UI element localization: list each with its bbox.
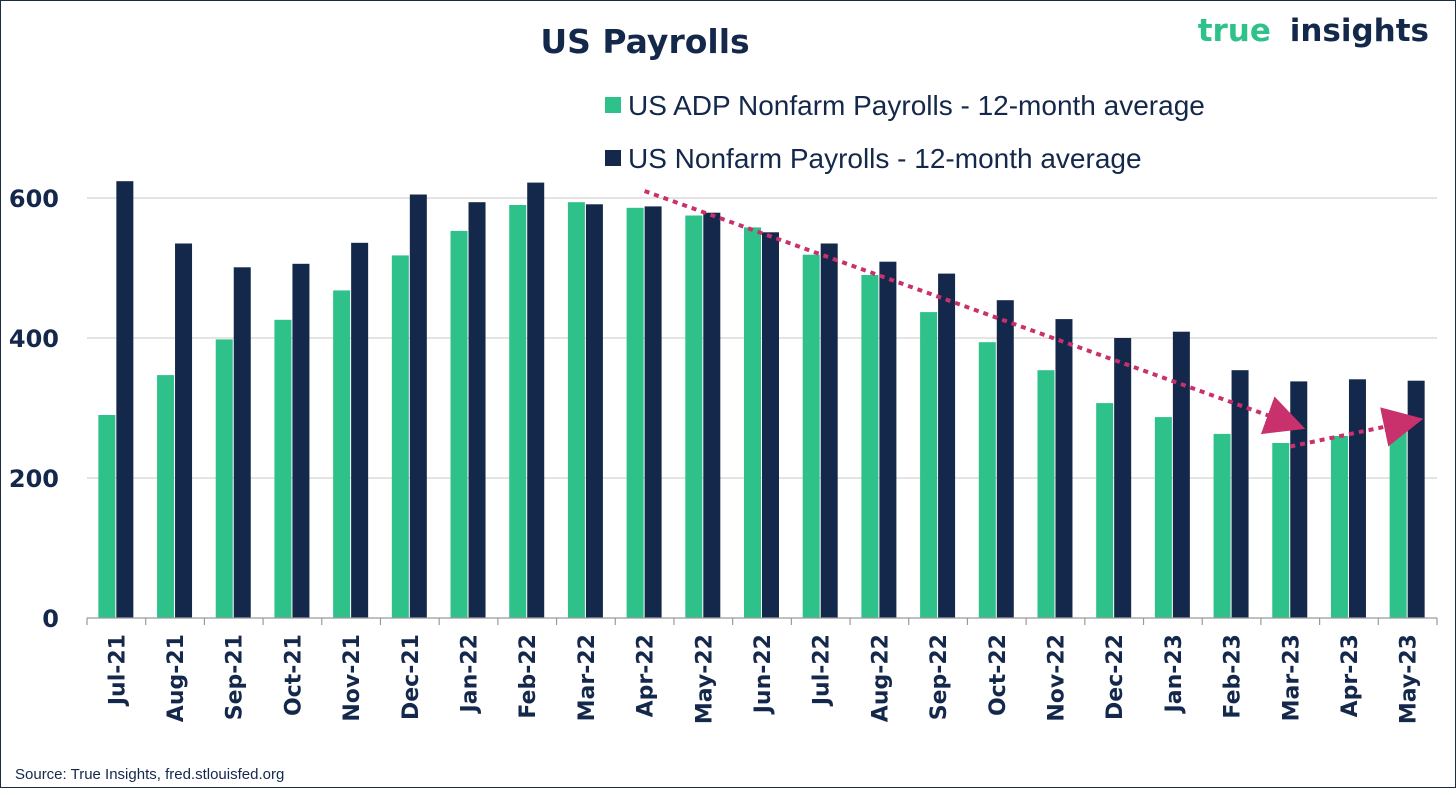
x-tick-label: Sep-21 xyxy=(223,634,248,720)
bar-nfp-dec-22 xyxy=(1114,338,1132,618)
x-tick-label: Jan-22 xyxy=(458,634,483,714)
chart-title: US Payrolls xyxy=(540,22,749,61)
bar-nfp-nov-22 xyxy=(1055,319,1073,618)
x-tick-label: Apr-22 xyxy=(634,634,659,717)
bar-adp-may-22 xyxy=(685,215,703,618)
bar-adp-feb-23 xyxy=(1213,433,1231,618)
x-tick-label: Oct-22 xyxy=(986,634,1011,716)
bar-nfp-jan-23 xyxy=(1172,331,1190,618)
legend-swatch-nfp xyxy=(605,150,621,166)
bar-adp-apr-23 xyxy=(1330,436,1348,618)
logo-part-true: true xyxy=(1198,13,1271,49)
bar-adp-sep-22 xyxy=(920,312,938,618)
x-tick-label: Dec-22 xyxy=(1103,634,1128,720)
bar-nfp-feb-22 xyxy=(527,182,545,618)
bar-adp-mar-22 xyxy=(567,202,585,618)
x-tick-label: Dec-21 xyxy=(399,634,424,720)
x-tick-label: Jan-23 xyxy=(1162,634,1187,714)
bar-nfp-dec-21 xyxy=(409,194,427,618)
x-tick-label: Nov-22 xyxy=(1044,634,1069,722)
bar-adp-jun-22 xyxy=(744,227,761,618)
bar-nfp-oct-22 xyxy=(996,300,1014,618)
bar-adp-apr-22 xyxy=(626,207,644,619)
bar-nfp-nov-21 xyxy=(351,242,369,619)
x-tick-label: Feb-22 xyxy=(516,634,541,719)
x-tick-label: Oct-21 xyxy=(281,634,306,716)
bar-adp-oct-22 xyxy=(978,342,996,618)
bar-adp-sep-21 xyxy=(215,339,233,618)
source-note: Source: True Insights, fred.stlouisfed.o… xyxy=(15,766,284,783)
y-tick-label: 200 xyxy=(9,465,59,493)
bar-adp-jul-22 xyxy=(802,254,820,618)
bar-nfp-jan-22 xyxy=(468,202,486,618)
x-axis xyxy=(86,617,1438,625)
y-tick-label: 0 xyxy=(42,605,59,633)
bar-adp-feb-22 xyxy=(509,205,527,618)
x-tick-label: Jul-22 xyxy=(810,634,835,707)
bar-adp-jan-23 xyxy=(1154,417,1172,618)
bar-nfp-apr-22 xyxy=(644,206,662,618)
bar-adp-dec-22 xyxy=(1096,403,1114,618)
x-tick-label: Jul-21 xyxy=(105,634,130,707)
bar-adp-nov-21 xyxy=(333,290,351,618)
x-tick-label: Jun-22 xyxy=(751,634,776,715)
y-tick-label: 400 xyxy=(9,325,59,353)
bar-nfp-aug-21 xyxy=(175,243,193,618)
x-axis-ticks: Jul-21 Aug-21 Sep-21 Oct-21 Nov-21 Dec-21 Jan-… xyxy=(105,634,1421,724)
x-tick-label: Mar-22 xyxy=(575,634,600,721)
bar-adp-jul-21 xyxy=(98,415,116,618)
bar-adp-dec-21 xyxy=(391,255,409,618)
x-tick-label: Aug-22 xyxy=(868,634,893,722)
svg-text:true insights: true insights xyxy=(1198,13,1429,49)
bar-adp-aug-22 xyxy=(861,275,879,618)
x-tick-label: Mar-23 xyxy=(1279,634,1304,721)
y-tick-label: 600 xyxy=(9,185,59,213)
bar-nfp-oct-21 xyxy=(292,263,310,618)
bar-nfp-jul-21 xyxy=(116,181,134,618)
y-axis-ticks: 0 200 400 600 xyxy=(9,185,59,633)
x-tick-label: Nov-21 xyxy=(340,634,365,722)
bar-nfp-aug-22 xyxy=(879,261,897,618)
bar-adp-jan-22 xyxy=(450,230,468,618)
bar-nfp-sep-22 xyxy=(938,273,956,618)
legend-swatch-adp xyxy=(605,97,621,113)
x-tick-label: Sep-22 xyxy=(927,634,952,720)
bar-nfp-mar-22 xyxy=(585,204,603,619)
logo-part-insights: insights xyxy=(1290,13,1429,49)
x-tick-label: Apr-23 xyxy=(1338,634,1363,717)
trend-arrow-1 xyxy=(643,189,1306,435)
bar-nfp-may-23 xyxy=(1407,380,1425,618)
bar-nfp-jul-22 xyxy=(820,243,838,618)
brand-logo: true insights xyxy=(1198,13,1429,49)
trend-arrows xyxy=(643,189,1424,449)
bar-adp-nov-22 xyxy=(1037,370,1055,618)
bar-adp-mar-23 xyxy=(1272,443,1290,618)
bar-adp-oct-21 xyxy=(274,319,292,618)
legend-label-adp: US ADP Nonfarm Payrolls - 12-month avera… xyxy=(628,90,1205,121)
bar-nfp-mar-23 xyxy=(1290,381,1308,618)
bar-nfp-jun-22 xyxy=(762,232,779,619)
x-tick-label: May-22 xyxy=(692,634,717,724)
bars xyxy=(98,181,1425,619)
bar-nfp-apr-23 xyxy=(1348,379,1366,618)
bar-nfp-sep-21 xyxy=(233,267,251,618)
x-tick-label: Aug-21 xyxy=(164,634,189,722)
bar-adp-aug-21 xyxy=(157,375,175,618)
x-tick-label: Feb-23 xyxy=(1221,634,1246,719)
bar-adp-may-23 xyxy=(1389,431,1407,618)
legend-label-nfp: US Nonfarm Payrolls - 12-month average xyxy=(628,143,1142,174)
bar-nfp-feb-23 xyxy=(1231,370,1249,618)
legend: US ADP Nonfarm Payrolls - 12-month avera… xyxy=(605,90,1205,174)
x-tick-label: May-23 xyxy=(1397,634,1422,724)
bar-nfp-may-22 xyxy=(703,212,721,618)
